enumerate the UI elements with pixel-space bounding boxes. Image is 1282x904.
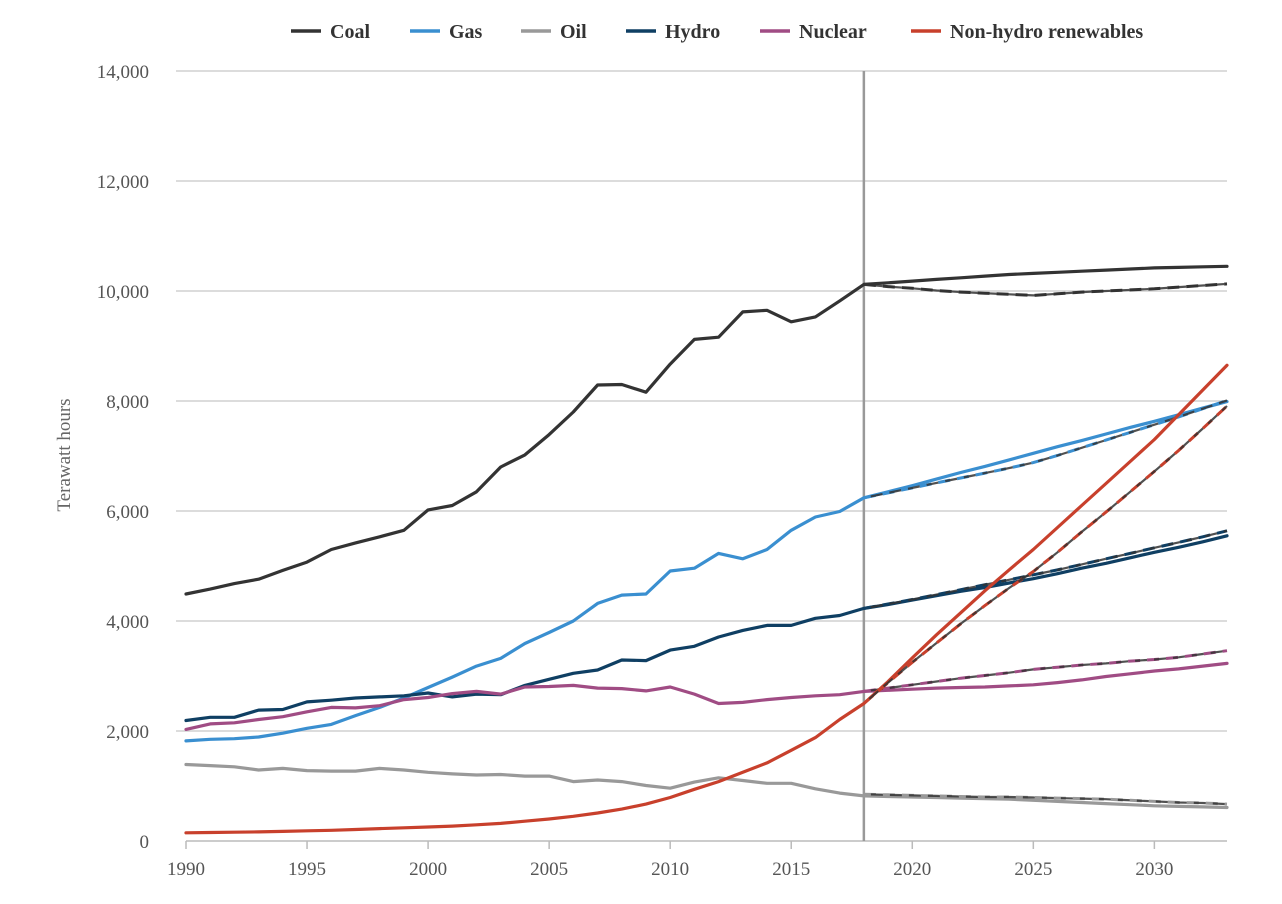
y-tick-label: 0 bbox=[140, 832, 150, 853]
y-tick-label: 2,000 bbox=[106, 722, 149, 743]
series-line-gas bbox=[184, 400, 1229, 743]
legend-label-nuclear: Nuclear bbox=[799, 21, 867, 43]
series-scenario-overlay-hydro bbox=[863, 529, 1228, 610]
x-axis-ticks: 1990 1995 2000 2005 2010 2015 2020 2025 2030 bbox=[167, 841, 1173, 880]
x-tick-label: 2020 bbox=[893, 859, 931, 880]
series-line-coal bbox=[184, 264, 1229, 596]
legend-label-oil: Oil bbox=[560, 21, 587, 43]
legend-label-hydro: Hydro bbox=[665, 21, 720, 43]
y-tick-label: 14,000 bbox=[97, 62, 149, 83]
y-axis-title: Terawatt hours bbox=[54, 398, 75, 511]
series-line-oil bbox=[184, 762, 1229, 810]
series-scenario-overlay-non-hydro-renewables bbox=[863, 405, 1228, 705]
legend-label-non-hydro-renewables: Non-hydro renewables bbox=[950, 21, 1143, 43]
series-scenario-overlay-nuclear bbox=[863, 649, 1228, 693]
x-tick-label: 1995 bbox=[288, 859, 326, 880]
gridlines bbox=[176, 70, 1227, 732]
x-tick-label: 2000 bbox=[409, 859, 447, 880]
x-tick-label: 2025 bbox=[1014, 859, 1052, 880]
x-tick-label: 2015 bbox=[772, 859, 810, 880]
x-tick-label: 2010 bbox=[651, 859, 689, 880]
series-scenario-overlay-oil bbox=[863, 793, 1228, 806]
x-tick-label: 1990 bbox=[167, 859, 205, 880]
series-line-hydro bbox=[184, 534, 1229, 723]
y-tick-label: 6,000 bbox=[106, 502, 149, 523]
legend-label-gas: Gas bbox=[449, 21, 483, 43]
series-line-non-hydro-renewables bbox=[184, 363, 1229, 835]
series-scenario-overlay-coal bbox=[863, 282, 1228, 297]
x-tick-label: 2030 bbox=[1135, 859, 1173, 880]
y-tick-label: 8,000 bbox=[106, 392, 149, 413]
y-tick-label: 10,000 bbox=[97, 282, 149, 303]
y-axis-ticks: 0 2,000 4,000 6,000 8,000 10,000 12,000 14,000 bbox=[97, 62, 149, 853]
legend: Coal Gas Oil Hydro Nuclear Non-hydro renewabl… bbox=[291, 21, 1143, 43]
x-tick-label: 2005 bbox=[530, 859, 568, 880]
y-tick-label: 12,000 bbox=[97, 172, 149, 193]
legend-label-coal: Coal bbox=[330, 21, 370, 43]
series-line-nuclear bbox=[184, 661, 1229, 732]
series-lines bbox=[184, 264, 1229, 835]
y-tick-label: 4,000 bbox=[106, 612, 149, 633]
series-scenario-overlay-gas bbox=[863, 399, 1228, 499]
series-scenario-line-hydro bbox=[863, 529, 1228, 610]
